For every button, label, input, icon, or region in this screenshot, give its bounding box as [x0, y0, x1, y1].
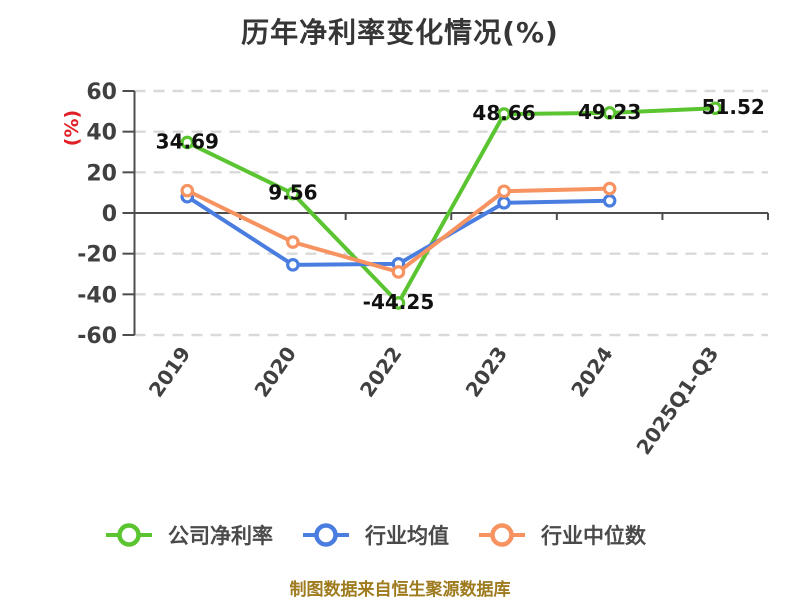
- legend-label: 行业中位数: [541, 524, 646, 548]
- data-point-2-4[interactable]: [602, 181, 617, 196]
- y-tick-label: 40: [86, 121, 117, 146]
- y-tick-label: 0: [102, 202, 117, 227]
- legend-item-2[interactable]: 行业中位数: [479, 520, 646, 550]
- y-tick-label: 20: [86, 161, 117, 186]
- legend-item-1[interactable]: 行业均值: [303, 520, 449, 550]
- data-point-2-2[interactable]: [391, 265, 406, 279]
- legend-marker-icon: [479, 523, 525, 547]
- x-tick-label: 2025Q1-Q3: [631, 342, 723, 459]
- data-source-note: 制图数据来自恒生聚源数据库: [289, 580, 511, 600]
- x-tick-label: 2024: [566, 342, 618, 401]
- data-point-0-1[interactable]: [286, 186, 300, 201]
- legend-item-0[interactable]: 公司净利率: [106, 520, 273, 550]
- legend-marker-icon: [106, 523, 152, 547]
- legend: 公司净利率 行业均值 行业中位数: [0, 520, 800, 550]
- x-tick-label: 2023: [461, 342, 513, 401]
- x-tick-label: 2020: [249, 342, 301, 401]
- data-point-0-3[interactable]: [497, 107, 511, 121]
- y-tick-label: -40: [77, 283, 117, 308]
- x-tick-label: 2019: [144, 342, 196, 401]
- data-label: 51.52: [702, 95, 765, 119]
- data-label: 9.56: [268, 181, 317, 205]
- data-point-2-3[interactable]: [497, 184, 511, 199]
- data-point-1-1[interactable]: [286, 258, 300, 272]
- data-label: 34.69: [156, 129, 219, 153]
- data-point-0-5[interactable]: [708, 101, 723, 116]
- y-tick-label: 60: [86, 80, 117, 105]
- data-point-2-1[interactable]: [286, 235, 300, 249]
- data-label: -44.25: [363, 290, 435, 314]
- data-point-0-4[interactable]: [602, 106, 617, 120]
- chart-canvas: 60 40 20 0 -20 -40 -60 (%) 2019 2020 2022 2023 2024 2…: [61, 80, 769, 459]
- legend-label: 公司净利率: [168, 524, 273, 548]
- y-tick-label: -20: [77, 243, 117, 268]
- x-tick-label: 2022: [355, 342, 407, 401]
- chart-title: 历年净利率变化情况(%): [241, 16, 559, 49]
- series-line-0[interactable]: [185, 106, 718, 305]
- legend-label: 行业均值: [365, 524, 449, 548]
- data-point-2-0[interactable]: [180, 183, 195, 198]
- data-point-0-2[interactable]: [391, 296, 406, 310]
- y-tick-label: -60: [77, 324, 117, 349]
- data-point-1-4[interactable]: [602, 194, 617, 208]
- data-label: 48.66: [472, 101, 535, 125]
- data-label: 49.23: [578, 100, 641, 124]
- y-axis-unit-label: (%): [61, 110, 83, 146]
- legend-marker-icon: [303, 523, 349, 547]
- data-point-0-0[interactable]: [180, 135, 195, 150]
- data-point-1-3[interactable]: [497, 196, 511, 210]
